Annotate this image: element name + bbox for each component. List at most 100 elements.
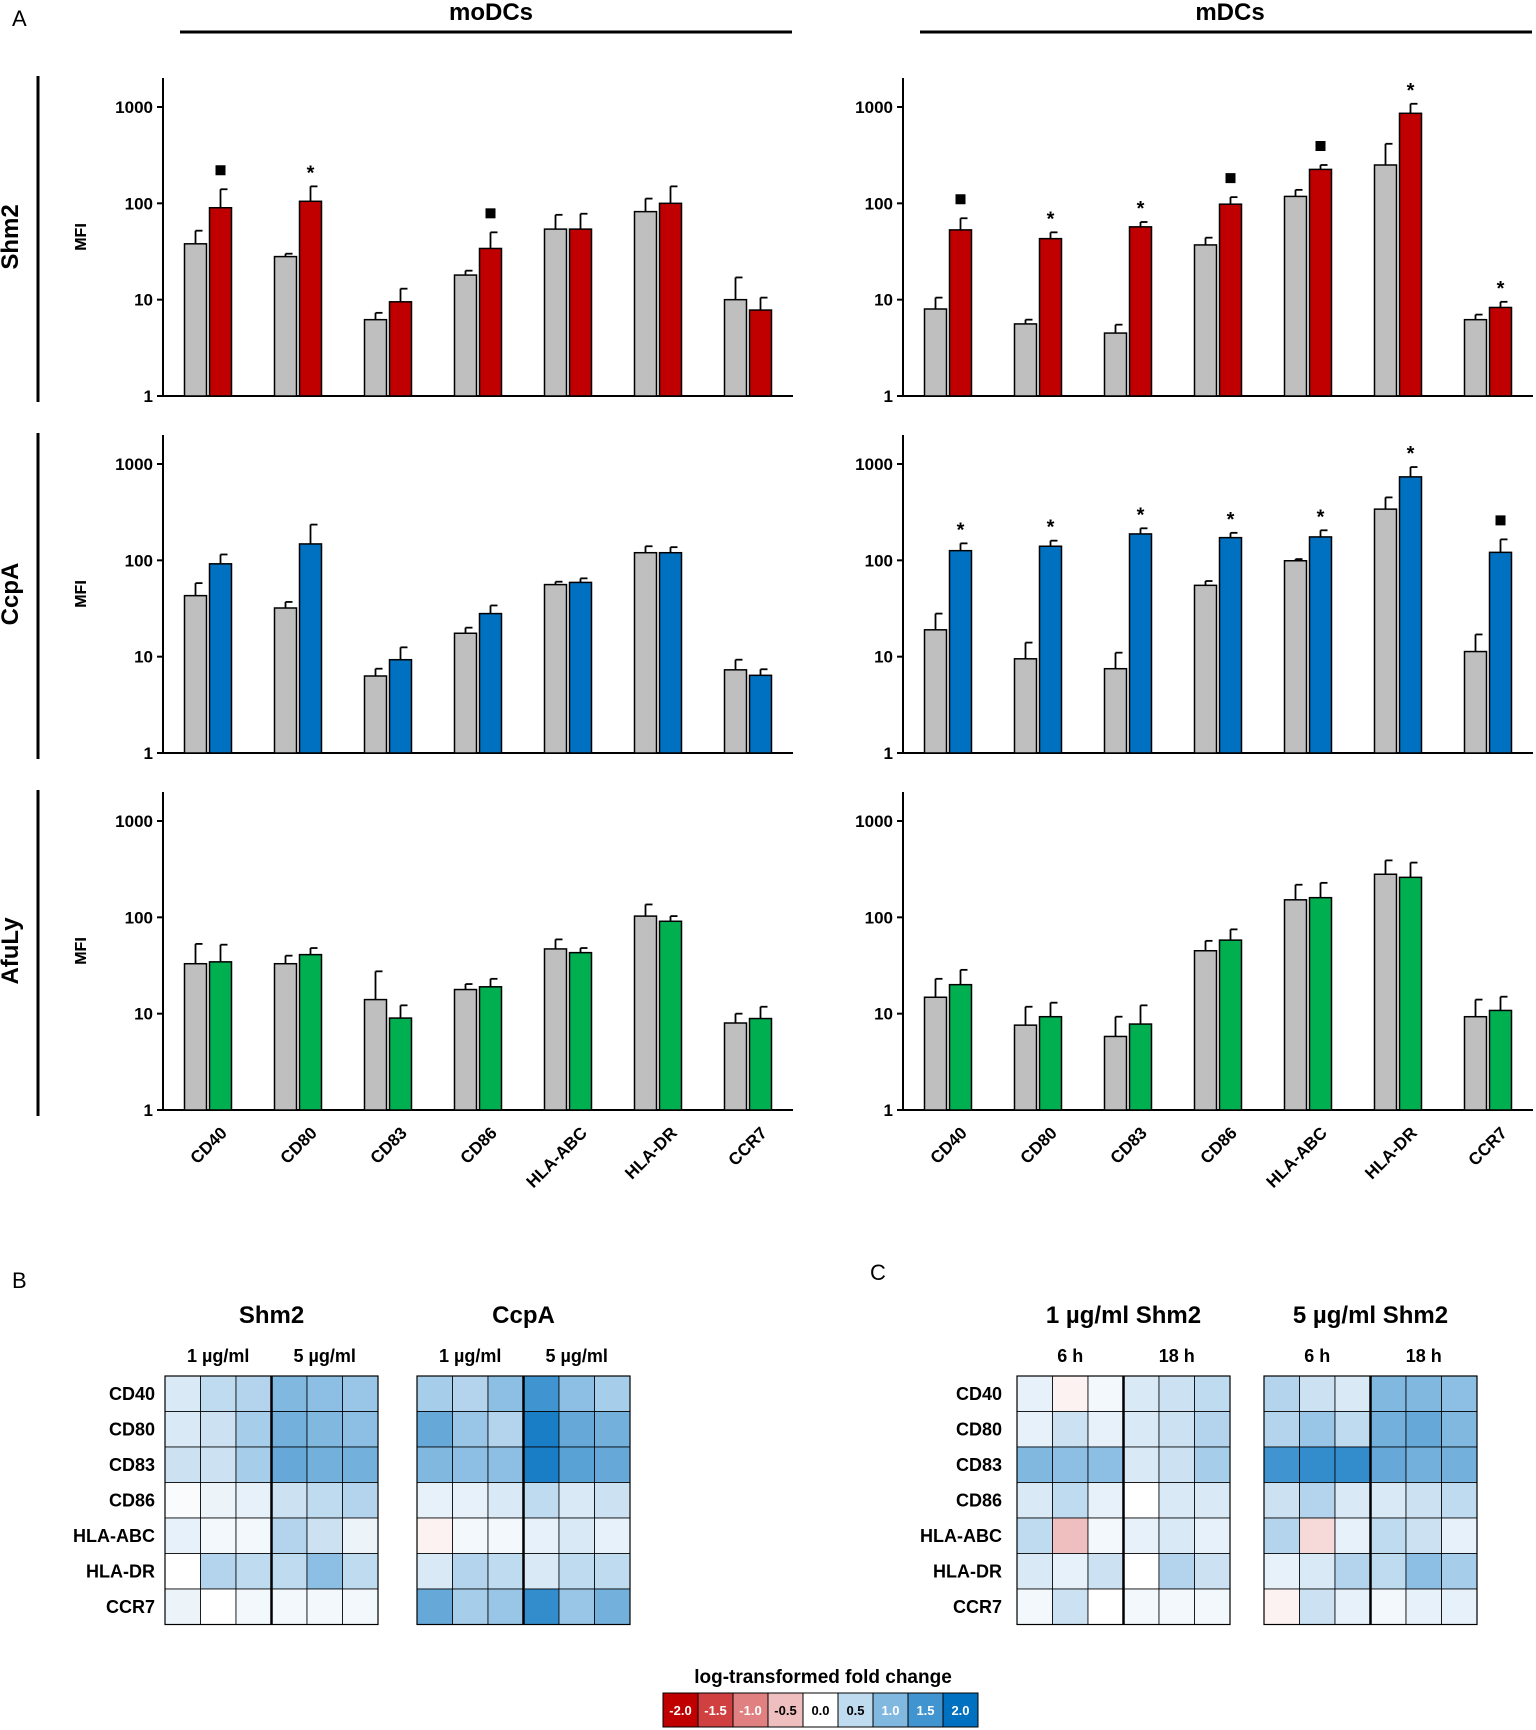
heatmap-cell — [1087, 1375, 1124, 1412]
heatmap-row-label-ccr7: CCR7 — [953, 1597, 1002, 1617]
bar-cd80-afuly — [1038, 1015, 1063, 1111]
heatmap-row-label-cd40: CD40 — [109, 1384, 155, 1404]
heatmap-cell — [164, 1588, 201, 1625]
heatmap-title-5-ug-ml-shm2: 5 µg/ml Shm2 — [1293, 1302, 1448, 1329]
bar-hla-abc-control — [1283, 195, 1308, 397]
heatmap-cell — [416, 1411, 453, 1448]
row-label-shm2: Shm2 — [0, 204, 24, 269]
bar-hla-dr-control — [1373, 873, 1398, 1111]
heatmap-cell — [200, 1588, 237, 1625]
heatmap-cell — [1123, 1553, 1160, 1590]
heatmap-row-label-cd80: CD80 — [109, 1419, 155, 1439]
heatmap-cell — [271, 1411, 308, 1448]
y-tick-label: 1 — [144, 387, 153, 406]
heatmap-cell — [1441, 1482, 1478, 1519]
y-axis-label: MFI — [73, 580, 90, 608]
bar-ccr7-control — [1463, 650, 1488, 754]
heatmap-cell — [235, 1517, 272, 1554]
bar-hla-abc-afuly — [568, 951, 593, 1111]
heatmap-cell — [235, 1588, 272, 1625]
heatmap-cell — [200, 1517, 237, 1554]
heatmap-cell — [1299, 1517, 1336, 1554]
heatmap-cell — [342, 1517, 379, 1554]
bar-cd40-ccpa — [208, 563, 233, 754]
legend-label: 1.0 — [881, 1703, 899, 1718]
x-tick-label-hla-dr: HLA-DR — [621, 1123, 681, 1183]
heatmap-cell — [342, 1375, 379, 1412]
heatmap-cell — [1263, 1375, 1300, 1412]
bar-hla-abc-afuly — [1308, 896, 1333, 1111]
heatmap-cell — [1087, 1411, 1124, 1448]
bar-cd86-shm2 — [1218, 203, 1243, 397]
heatmap-cell — [200, 1553, 237, 1590]
bar-cd86-control — [453, 274, 478, 397]
heatmap-cell — [271, 1482, 308, 1519]
bar-cd40-control — [183, 594, 208, 754]
heatmap-cell — [271, 1588, 308, 1625]
heatmap-title-shm2: Shm2 — [239, 1302, 304, 1329]
bar-cd86-control — [453, 632, 478, 754]
bar-cd40-ccpa — [948, 549, 973, 754]
heatmap-row-label-cd86: CD86 — [956, 1490, 1002, 1510]
heatmap-row-label-cd83: CD83 — [109, 1455, 155, 1475]
heatmap-cell — [416, 1517, 453, 1554]
heatmap-cell — [164, 1411, 201, 1448]
heatmap-cell — [235, 1553, 272, 1590]
bar-cd40-control — [183, 962, 208, 1111]
significance-square — [215, 165, 226, 176]
bar-chart-panels: Shm2 CcpA AfuLy 1 10 100 1000 MFI * 1 10 100 1000 MFI… — [0, 76, 1533, 1192]
significance-square — [485, 208, 496, 219]
y-tick-label: 100 — [865, 908, 893, 927]
bar-hla-abc-shm2 — [1308, 168, 1333, 397]
heatmap-cell — [235, 1375, 272, 1412]
heatmap-cell — [200, 1482, 237, 1519]
bar-ccr7-shm2 — [1488, 306, 1513, 397]
heatmap-cell — [342, 1482, 379, 1519]
heatmap-cell — [1405, 1517, 1442, 1554]
heatmap-cell — [487, 1375, 524, 1412]
column-title-modcs: moDCs — [449, 0, 533, 26]
heatmap-cell — [1405, 1553, 1442, 1590]
bar-hla-abc-control — [543, 948, 568, 1111]
heatmap-cell — [594, 1411, 631, 1448]
heatmap-cell — [1052, 1375, 1089, 1412]
heatmap-cell — [1158, 1482, 1195, 1519]
x-tick-label-cd83: CD83 — [1107, 1123, 1151, 1167]
heatmap-cell — [1158, 1446, 1195, 1483]
heatmap-cell — [452, 1553, 489, 1590]
y-tick-label: 1 — [884, 744, 893, 763]
heatmap-cell — [1441, 1517, 1478, 1554]
heatmap-cell — [1087, 1482, 1124, 1519]
bar-ccr7-control — [723, 669, 748, 754]
heatmap-cell — [594, 1482, 631, 1519]
bar-hla-dr-ccpa — [658, 551, 683, 754]
legend-label: 1.5 — [916, 1703, 934, 1718]
heatmap-cell — [1194, 1553, 1231, 1590]
heatmap-cell — [487, 1588, 524, 1625]
heatmap-cell — [1263, 1588, 1300, 1625]
legend-label: 0.0 — [811, 1703, 829, 1718]
heatmap-cell — [306, 1588, 343, 1625]
heatmap-subheader-1-ug-ml: 1 µg/ml — [187, 1346, 249, 1366]
heatmap-cell — [1158, 1517, 1195, 1554]
bar-hla-abc-shm2 — [568, 228, 593, 397]
bar-cd40-afuly — [208, 961, 233, 1111]
heatmap-cell — [164, 1482, 201, 1519]
heatmap-subheader-18-h: 18 h — [1159, 1346, 1195, 1366]
heatmap-cell — [1087, 1553, 1124, 1590]
heatmap-cell — [164, 1375, 201, 1412]
bar-cd86-ccpa — [1218, 536, 1243, 754]
bar-cd83-ccpa — [388, 658, 413, 754]
heatmap-row-label-hla-abc: HLA-ABC — [920, 1526, 1002, 1546]
heatmap-cell — [235, 1411, 272, 1448]
bar-cd86-ccpa — [478, 612, 503, 754]
heatmap-cell — [1441, 1375, 1478, 1412]
bar-hla-dr-control — [1373, 164, 1398, 397]
heatmap-cell — [1016, 1411, 1053, 1448]
heatmap-cell — [164, 1553, 201, 1590]
bar-panel-ccpa-modcs: 1 10 100 1000 MFI — [73, 435, 793, 763]
heatmap-cell — [594, 1588, 631, 1625]
y-tick-label: 100 — [125, 194, 153, 213]
significance-square — [955, 194, 966, 205]
y-tick-label: 1 — [144, 1101, 153, 1120]
